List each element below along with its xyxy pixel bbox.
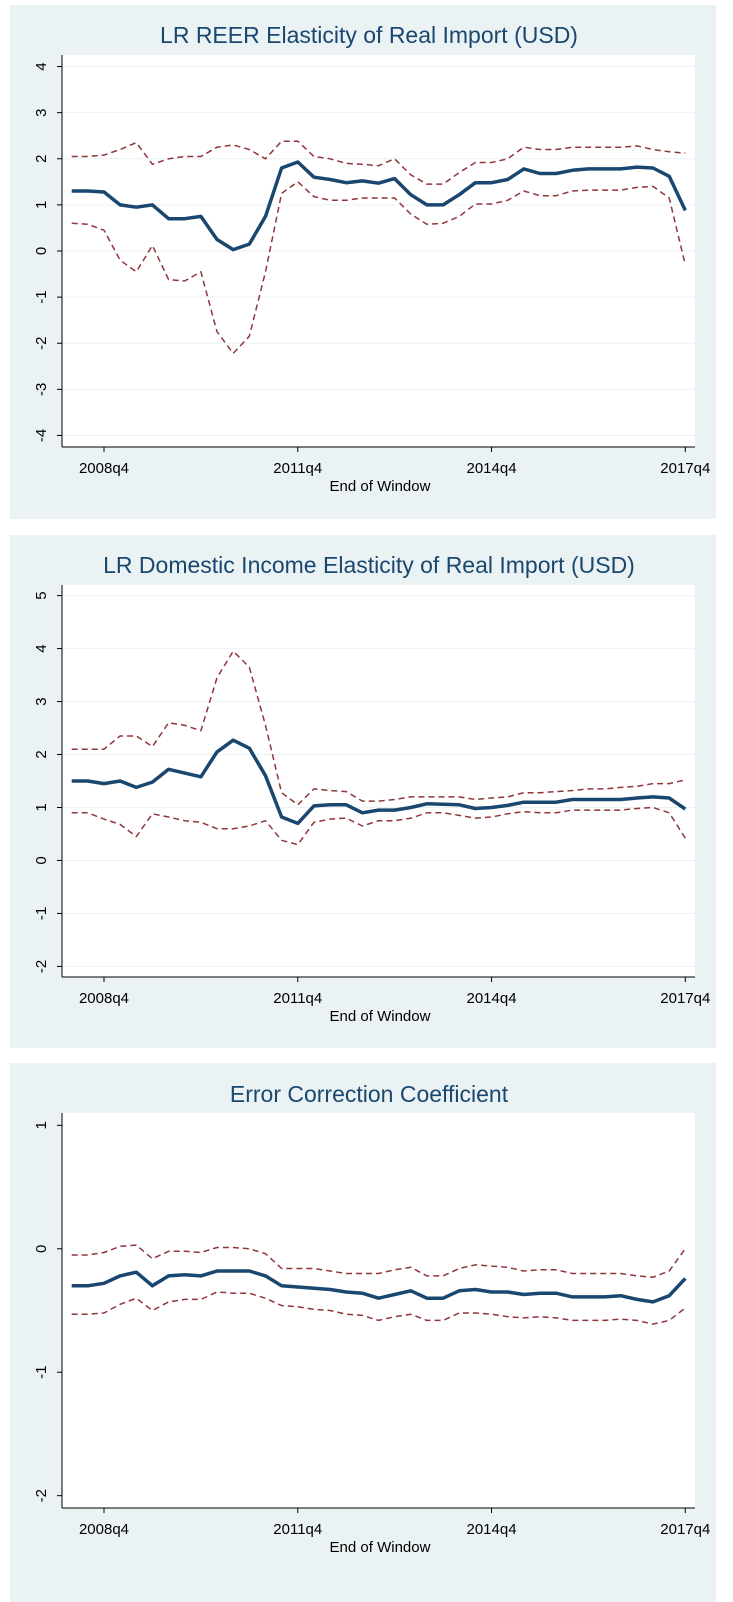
chart-title: Error Correction Coefficient [230, 1081, 509, 1107]
y-tick-label: 1 [33, 803, 50, 811]
y-tick-label: -2 [33, 337, 50, 350]
y-tick-label: 1 [33, 1121, 50, 1129]
y-tick-label: 0 [33, 1245, 50, 1253]
y-tick-label: 3 [33, 697, 50, 705]
ci-line [71, 806, 686, 846]
x-tick-label: 2011q4 [273, 990, 322, 1007]
y-tick-label: 0 [33, 247, 50, 255]
plot-area [62, 585, 695, 977]
y-tick-label: 2 [33, 155, 50, 163]
y-tick-label: 3 [33, 108, 50, 116]
x-tick-label: 2011q4 [273, 1521, 322, 1538]
x-tick-label: 2017q4 [660, 460, 710, 477]
x-tick-label: 2017q4 [660, 1521, 710, 1538]
estimate-line [71, 1269, 687, 1304]
ci-line [71, 1244, 686, 1278]
y-tick-label: 1 [33, 201, 50, 209]
ci-line [71, 181, 687, 355]
plot-area [62, 1113, 695, 1508]
y-tick-label: 4 [33, 62, 50, 70]
x-tick-label: 2011q4 [273, 460, 322, 477]
y-tick-label: 0 [33, 856, 50, 864]
x-tick-label: 2008q4 [79, 460, 129, 477]
x-axis-label: End of Window [330, 1539, 431, 1556]
x-tick-label: 2008q4 [79, 990, 129, 1007]
chart-title: LR REER Elasticity of Real Import (USD) [160, 22, 578, 48]
y-tick-label: -1 [33, 1366, 50, 1379]
x-tick-label: 2017q4 [660, 990, 710, 1007]
x-axis-label: End of Window [330, 478, 431, 495]
y-tick-label: -4 [33, 429, 50, 442]
x-tick-label: 2014q4 [467, 460, 517, 477]
y-tick-label: 2 [33, 750, 50, 758]
x-tick-label: 2008q4 [79, 1521, 129, 1538]
y-tick-label: -1 [33, 290, 50, 303]
chart-title: LR Domestic Income Elasticity of Real Im… [103, 552, 635, 578]
ci-line [71, 650, 686, 806]
y-tick-label: 4 [33, 644, 50, 652]
y-tick-label: -1 [33, 907, 50, 920]
estimate-line [71, 160, 687, 252]
y-tick-label: -3 [33, 383, 50, 396]
y-tick-label: -2 [33, 1489, 50, 1502]
x-tick-label: 2014q4 [467, 990, 517, 1007]
x-axis-label: End of Window [330, 1008, 431, 1025]
x-tick-label: 2014q4 [467, 1521, 517, 1538]
ci-line [71, 140, 686, 185]
estimate-line [71, 738, 687, 826]
y-tick-label: -2 [33, 960, 50, 973]
ci-line [71, 1291, 686, 1325]
y-tick-label: 5 [33, 591, 50, 599]
